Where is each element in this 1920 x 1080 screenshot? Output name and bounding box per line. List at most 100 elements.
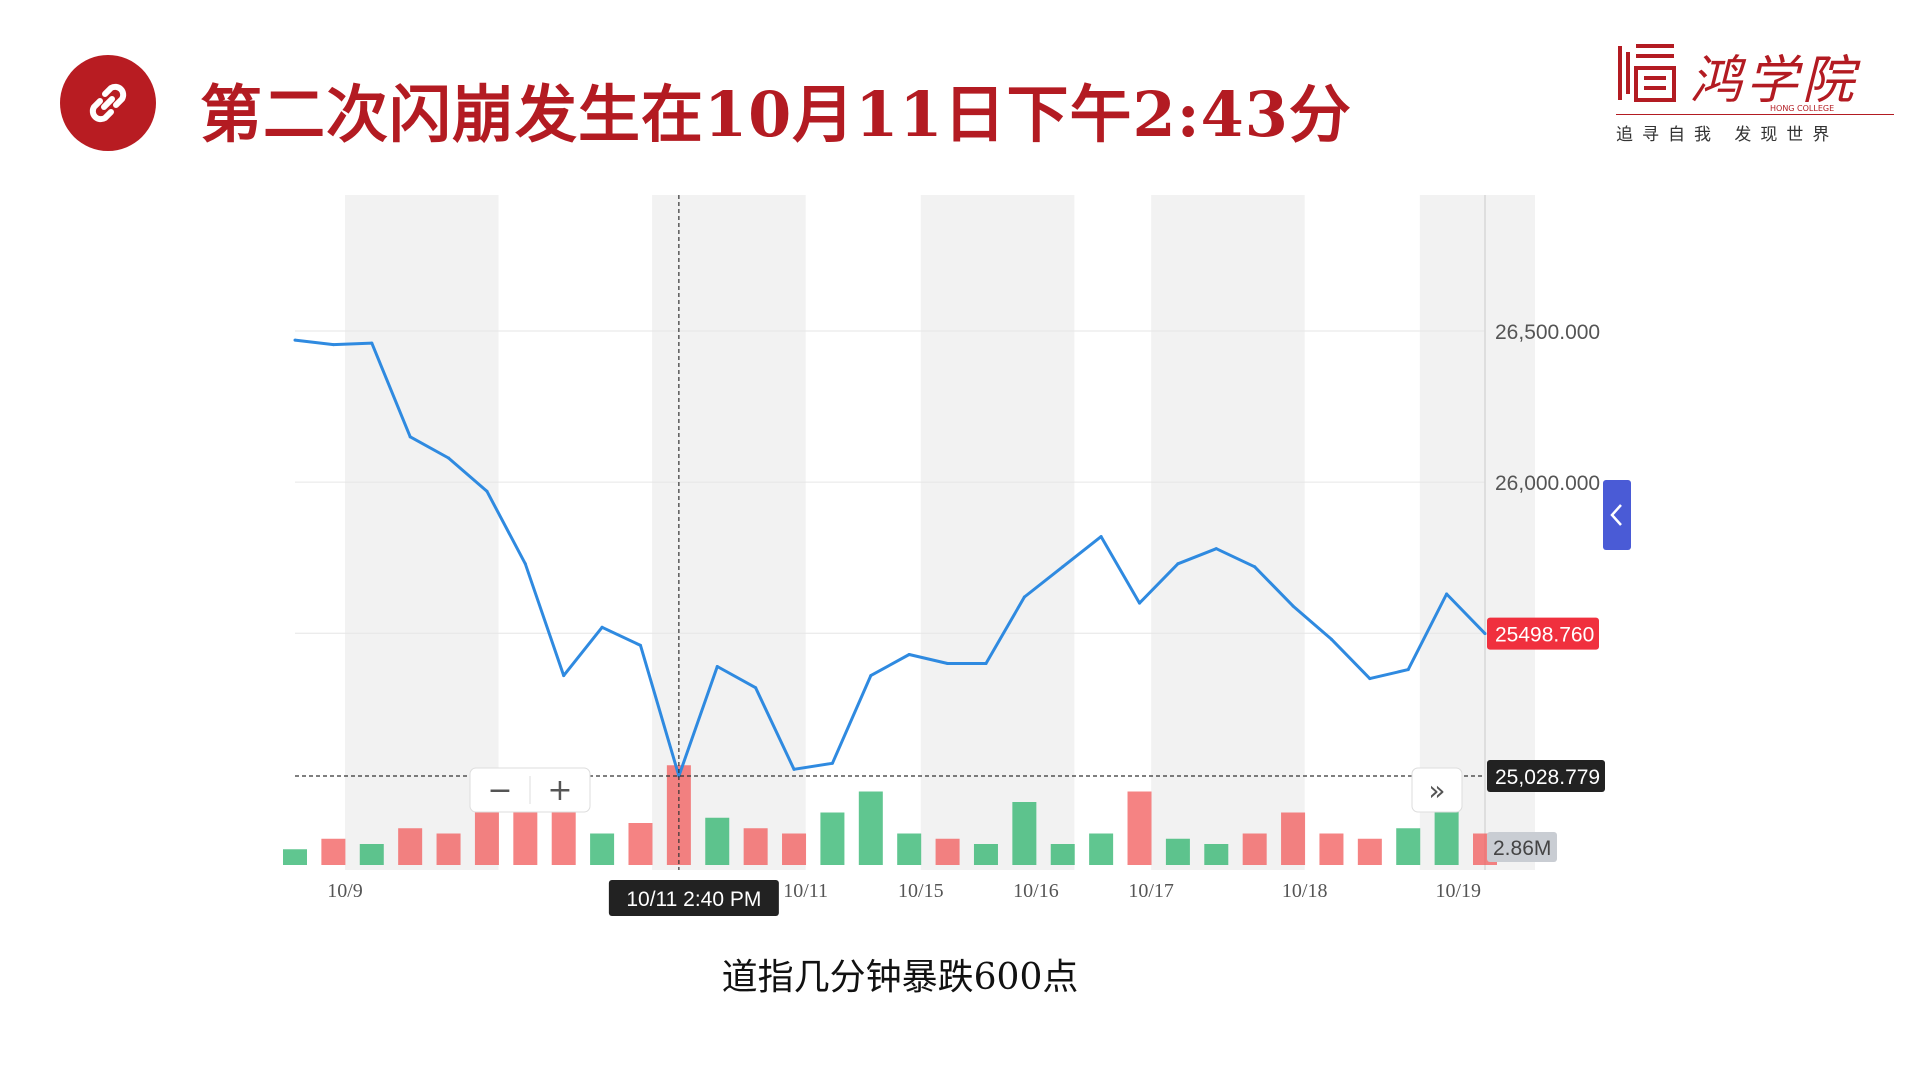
price-point bbox=[600, 625, 604, 629]
crosshair-time-tag bbox=[608, 880, 779, 916]
price-point bbox=[331, 343, 335, 347]
price-point bbox=[1406, 668, 1410, 672]
y-tick-label: 26,500.000 bbox=[1495, 321, 1600, 344]
volume-label: 2.86M bbox=[1493, 837, 1551, 860]
price-point bbox=[1022, 595, 1026, 599]
price-point bbox=[907, 652, 911, 656]
price-point bbox=[408, 435, 412, 439]
volume-bar bbox=[782, 833, 807, 865]
y-tick-label: 26,000.000 bbox=[1495, 472, 1600, 495]
logo-name: 鸿学院 bbox=[1690, 51, 1859, 111]
volume-bar bbox=[743, 828, 768, 865]
logo-seal-icon bbox=[1618, 44, 1676, 102]
x-tick-label: 10/15 bbox=[898, 880, 944, 902]
x-tick-label: 10/16 bbox=[1013, 880, 1059, 902]
price-point bbox=[1099, 535, 1103, 539]
volume-bar bbox=[359, 844, 384, 865]
price-point bbox=[715, 665, 719, 669]
volume-bar bbox=[283, 849, 307, 865]
price-point bbox=[293, 338, 297, 342]
chart-caption: 道指几分钟暴跌600点 bbox=[721, 957, 1079, 998]
link-badge bbox=[60, 55, 156, 151]
logo-subtitle: HONG COLLEGE bbox=[1770, 104, 1835, 113]
x-tick-label: 10/18 bbox=[1282, 880, 1328, 902]
price-point bbox=[869, 674, 873, 678]
price-point bbox=[1445, 592, 1449, 596]
x-tick-label: 10/17 bbox=[1128, 880, 1174, 902]
price-point bbox=[792, 767, 796, 771]
volume-bar bbox=[590, 833, 615, 865]
price-point bbox=[1176, 562, 1180, 566]
price-point bbox=[447, 456, 451, 460]
price-point bbox=[830, 761, 834, 765]
scroll-right-icon: » bbox=[1428, 774, 1445, 807]
volume-bar bbox=[1165, 838, 1190, 865]
volume-bar bbox=[897, 833, 922, 865]
x-tick-label: 10/19 bbox=[1435, 880, 1481, 902]
price-point bbox=[485, 489, 489, 493]
volume-bar bbox=[398, 828, 423, 865]
price-point bbox=[1138, 601, 1142, 605]
volume-bar bbox=[1012, 802, 1037, 865]
volume-bar bbox=[1319, 833, 1344, 865]
price-point bbox=[1483, 632, 1487, 636]
scroll-right-button[interactable] bbox=[1411, 767, 1463, 813]
crosshair-price-tag bbox=[1487, 759, 1605, 792]
volume-bar bbox=[705, 817, 730, 865]
price-point bbox=[677, 774, 681, 778]
volume-bar bbox=[1242, 833, 1267, 865]
volume-bar bbox=[1089, 833, 1114, 865]
volume-bar bbox=[1281, 812, 1306, 865]
volume-bar bbox=[1357, 838, 1382, 865]
zoom-out-button[interactable]: − bbox=[487, 773, 512, 808]
volume-bar bbox=[1127, 791, 1152, 865]
session-band bbox=[1151, 195, 1305, 870]
link-icon bbox=[89, 83, 127, 123]
price-point bbox=[562, 674, 566, 678]
price-point bbox=[1368, 677, 1372, 681]
volume-tag bbox=[1487, 832, 1557, 862]
volume-bar bbox=[551, 812, 576, 865]
volume-bar bbox=[1396, 828, 1421, 865]
college-logo: 鸿学院 HONG COLLEGE 追寻自我 发现世界 bbox=[1610, 38, 1900, 148]
volume-bar bbox=[820, 812, 845, 865]
volume-bar bbox=[321, 838, 346, 865]
logo-slogan: 追寻自我 发现世界 bbox=[1616, 125, 1839, 145]
price-point bbox=[754, 686, 758, 690]
price-line bbox=[294, 338, 1487, 778]
x-tick-label: 10/11 bbox=[783, 880, 828, 902]
logo-divider bbox=[1616, 114, 1894, 115]
price-point bbox=[1291, 604, 1295, 608]
price-point bbox=[984, 662, 988, 666]
last-price-tag bbox=[1487, 617, 1599, 650]
volume-bar bbox=[1050, 844, 1075, 865]
crosshair-price-label: 25,028.779 bbox=[1495, 766, 1600, 789]
price-point bbox=[1329, 637, 1333, 641]
price-point bbox=[523, 562, 527, 566]
chevron-left-icon bbox=[1610, 504, 1622, 526]
price-point bbox=[638, 643, 642, 647]
price-point bbox=[1214, 547, 1218, 551]
volume-bar bbox=[935, 838, 960, 865]
volume-bar bbox=[973, 844, 998, 865]
session-band bbox=[1419, 195, 1535, 870]
slide-title: 第二次闪崩发生在10月11日下午2:43分 bbox=[200, 78, 1352, 151]
zoom-in-button[interactable]: + bbox=[547, 773, 572, 808]
volume-bar bbox=[858, 791, 883, 865]
price-point bbox=[1061, 565, 1065, 569]
side-panel-toggle[interactable] bbox=[1603, 480, 1631, 550]
volume-bar bbox=[628, 823, 653, 865]
last-price-label: 25498.760 bbox=[1495, 624, 1594, 647]
volume-bar bbox=[436, 833, 461, 865]
session-band bbox=[345, 195, 499, 870]
volume-bar bbox=[666, 765, 691, 865]
x-tick-label: 10/9 bbox=[327, 880, 363, 902]
volume-bar bbox=[1204, 844, 1229, 865]
price-point bbox=[370, 341, 374, 345]
session-band bbox=[920, 195, 1075, 870]
stock-chart[interactable]: 26,500.000 26,000.000 25498.760 25,028.779 2… bbox=[0, 0, 1920, 940]
price-point bbox=[1253, 565, 1257, 569]
price-point bbox=[946, 662, 950, 666]
session-band bbox=[652, 195, 806, 870]
crosshair-time-label: 10/11 2:40 PM bbox=[626, 888, 761, 911]
